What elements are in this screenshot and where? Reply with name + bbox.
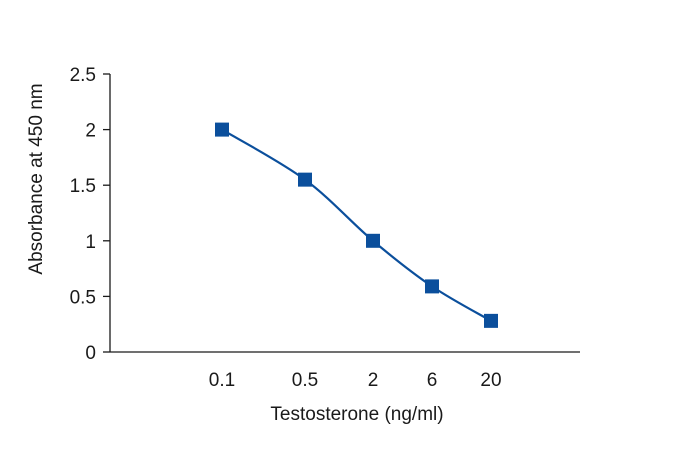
y-axis: 0 0.5 1 1.5 2 2.5 [70, 65, 111, 364]
data-point-marker [484, 313, 498, 328]
x-tick-label: 6 [427, 370, 438, 391]
x-axis: 0.1 0.5 2 6 20 [110, 351, 580, 391]
y-tick-label: 2 [85, 121, 96, 142]
y-tick-label: 1.5 [70, 176, 96, 197]
plot-area [215, 122, 498, 328]
y-tick-label: 1 [85, 232, 96, 253]
x-tick-label: 20 [480, 370, 501, 391]
y-tick-label: 0.5 [70, 287, 96, 308]
x-axis-title: Testosterone (ng/ml) [270, 404, 443, 425]
data-point-marker [366, 233, 380, 248]
data-point-marker [298, 172, 312, 187]
y-tick-label: 0 [85, 343, 96, 364]
y-axis-title: Absorbance at 450 nm [26, 83, 47, 274]
y-tick-label: 2.5 [70, 65, 96, 86]
x-tick-label: 2 [368, 370, 379, 391]
series-line [221, 128, 492, 322]
data-point-marker [215, 122, 229, 137]
data-point-marker [425, 279, 439, 294]
x-tick-label: 0.1 [209, 370, 235, 391]
x-tick-label: 0.5 [292, 370, 318, 391]
